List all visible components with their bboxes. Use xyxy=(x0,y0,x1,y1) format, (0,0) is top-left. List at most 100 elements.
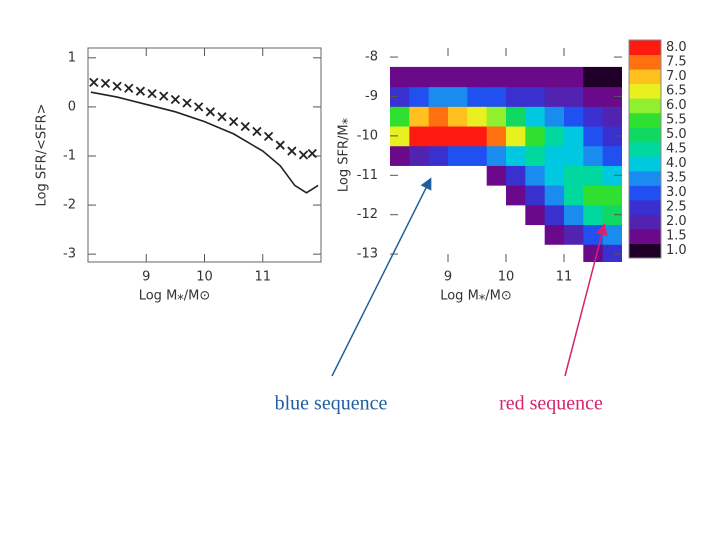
heat-cell xyxy=(602,66,622,88)
colorbar-label: 7.0 xyxy=(666,69,687,84)
heat-cell xyxy=(525,185,546,206)
x-marker xyxy=(217,112,227,122)
heat-cell xyxy=(486,145,507,166)
y-tick-label: 1 xyxy=(68,50,76,65)
heat-cell xyxy=(428,126,449,147)
heat-cell xyxy=(525,145,546,166)
heat-cell xyxy=(486,126,507,147)
heat-cell xyxy=(583,165,604,186)
colorbar-label: 8.0 xyxy=(666,40,687,55)
heat-cell xyxy=(448,86,468,107)
x-marker xyxy=(240,121,250,132)
x-marker xyxy=(124,83,134,93)
heat-cell xyxy=(583,86,604,107)
heat-cell xyxy=(506,106,526,127)
heat-cell xyxy=(409,126,430,147)
heat-cell xyxy=(506,126,526,147)
heat-cell xyxy=(467,86,488,107)
heat-cell xyxy=(564,126,584,147)
x-marker xyxy=(228,116,239,127)
heat-cell xyxy=(486,165,507,186)
x-marker xyxy=(112,81,122,91)
heat-cell xyxy=(409,145,430,166)
heat-cell xyxy=(428,106,449,127)
annotation-label: blue sequence xyxy=(275,393,388,415)
heat-cell xyxy=(448,106,468,127)
heat-cell xyxy=(602,106,622,127)
colorbar-band xyxy=(629,243,661,259)
heat-cell xyxy=(583,66,604,88)
heat-cell xyxy=(544,126,565,147)
y-tick-label: -11 xyxy=(357,168,378,183)
colorbar-label: 4.0 xyxy=(666,156,687,171)
colorbar-label: 4.5 xyxy=(666,142,687,157)
colorbar-label: 1.5 xyxy=(666,229,687,244)
x-tick-label: 11 xyxy=(556,270,573,285)
heat-cell xyxy=(602,86,622,107)
heat-cell xyxy=(506,145,526,166)
heat-cell xyxy=(448,145,468,166)
y-tick-label: -2 xyxy=(63,198,76,213)
colorbar-band xyxy=(629,228,661,244)
heat-cell xyxy=(564,145,584,166)
x-axis-label: Log M⁎/M⊙ xyxy=(139,289,211,304)
heat-cell xyxy=(602,204,622,226)
x-marker xyxy=(194,102,204,112)
heat-cell xyxy=(602,224,622,245)
heat-cell xyxy=(525,86,546,107)
colorbar-band xyxy=(629,112,661,128)
colorbar-label: 2.5 xyxy=(666,200,687,215)
y-tick-label: -9 xyxy=(365,89,378,104)
colorbar-label: 7.5 xyxy=(666,54,687,69)
heat-cell xyxy=(525,66,546,88)
heat-cell xyxy=(564,86,584,107)
y-tick-label: 0 xyxy=(68,99,76,114)
heat-cell xyxy=(602,126,622,147)
annotation-arrow xyxy=(564,223,608,377)
heat-cell xyxy=(602,185,622,206)
y-tick-label: -12 xyxy=(357,207,378,222)
heat-cell xyxy=(583,244,604,262)
heat-cell xyxy=(467,126,488,147)
heat-cell xyxy=(544,106,565,127)
colorbar-band xyxy=(629,141,661,157)
x-marker xyxy=(135,86,146,96)
colorbar-label: 6.0 xyxy=(666,98,687,113)
x-marker xyxy=(287,146,297,156)
heat-cell xyxy=(506,66,526,88)
plot-frame xyxy=(87,47,322,263)
colorbar-band xyxy=(629,199,661,215)
colorbar-band xyxy=(629,170,661,186)
heat-cell xyxy=(390,66,410,88)
colorbar-band xyxy=(629,127,661,143)
x-marker xyxy=(170,94,181,105)
colorbar-band xyxy=(629,40,661,56)
x-marker xyxy=(147,89,157,99)
heat-cell xyxy=(564,106,584,127)
y-axis-label: Log SFR/M⁎ xyxy=(337,117,352,192)
heat-cell xyxy=(525,165,546,186)
heat-cell xyxy=(390,106,410,127)
heat-cell xyxy=(583,185,604,206)
heat-cell xyxy=(544,66,565,88)
heat-cell xyxy=(467,145,488,166)
heat-cell xyxy=(428,66,449,88)
colorbar-label: 5.0 xyxy=(666,127,687,142)
heat-cell xyxy=(525,126,546,147)
colorbar-label: 3.0 xyxy=(666,185,687,200)
heat-cell xyxy=(428,86,449,107)
heat-cell xyxy=(409,86,430,107)
x-marker xyxy=(275,140,285,150)
heat-cell xyxy=(409,106,430,127)
heat-cell xyxy=(564,185,584,206)
colorbar-band xyxy=(629,214,661,230)
x-marker xyxy=(182,98,192,108)
heat-cell xyxy=(506,185,526,206)
x-marker xyxy=(159,91,169,101)
annotation-arrow xyxy=(331,177,432,377)
y-tick-label: -3 xyxy=(63,247,76,262)
x-marker xyxy=(307,148,317,159)
heat-cell xyxy=(583,106,604,127)
heat-cell xyxy=(448,126,468,147)
x-marker xyxy=(263,131,274,141)
